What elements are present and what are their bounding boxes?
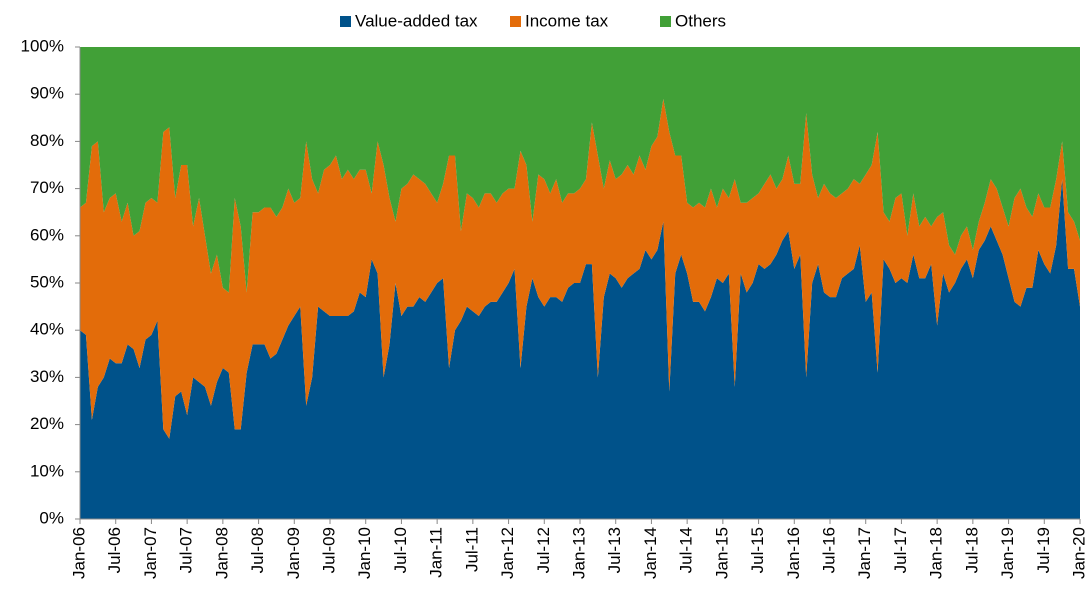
x-tick-label: Jul-06 — [105, 527, 124, 573]
y-tick-label: 70% — [30, 178, 64, 197]
x-tick-label: Jan-09 — [284, 527, 303, 579]
x-tick-label: Jan-12 — [498, 527, 517, 579]
legend-label: Income tax — [525, 11, 609, 30]
x-tick-label: Jul-15 — [748, 527, 767, 573]
x-tick-label: Jan-19 — [998, 527, 1017, 579]
y-tick-label: 20% — [30, 414, 64, 433]
area — [80, 98, 1080, 439]
y-tick-label: 80% — [30, 131, 64, 150]
y-tick-label: 40% — [30, 320, 64, 339]
x-tick-label: Jul-11 — [462, 527, 481, 572]
legend-label: Value-added tax — [355, 11, 478, 30]
y-tick-label: 50% — [30, 272, 64, 291]
x-tick-label: Jul-14 — [677, 527, 696, 573]
x-tick-label: Jan-06 — [69, 527, 88, 579]
x-tick-label: Jul-17 — [891, 527, 910, 573]
area — [80, 179, 1080, 519]
x-tick-label: Jul-08 — [248, 527, 267, 573]
x-tick-label: Jan-17 — [855, 527, 874, 579]
x-tick-label: Jul-09 — [319, 527, 338, 573]
legend-swatch — [660, 16, 671, 27]
x-tick-label: Jul-07 — [177, 527, 196, 573]
y-tick-label: 100% — [21, 36, 64, 55]
x-tick-label: Jan-14 — [641, 527, 660, 579]
x-tick-label: Jan-15 — [712, 527, 731, 579]
x-tick-label: Jul-10 — [391, 527, 410, 573]
x-tick-label: Jul-13 — [605, 527, 624, 573]
x-tick-label: Jan-20 — [1069, 527, 1087, 579]
legend-swatch — [340, 16, 351, 27]
x-tick-label: Jul-19 — [1034, 527, 1053, 573]
legend-swatch — [510, 16, 521, 27]
x-tick-label: Jul-16 — [819, 527, 838, 573]
y-tick-label: 10% — [30, 461, 64, 480]
x-tick-label: Jan-16 — [784, 527, 803, 579]
y-tick-label: 90% — [30, 84, 64, 103]
x-tick-label: Jul-12 — [534, 527, 553, 573]
y-tick-label: 0% — [39, 508, 64, 527]
x-tick-label: Jan-18 — [927, 527, 946, 579]
x-tick-label: Jan-08 — [212, 527, 231, 579]
y-tick-label: 30% — [30, 367, 64, 386]
x-tick-label: Jul-18 — [962, 527, 981, 573]
area — [80, 47, 1080, 293]
x-tick-label: Jan-07 — [141, 527, 160, 579]
y-tick-label: 60% — [30, 225, 64, 244]
x-tick-label: Jan-13 — [569, 527, 588, 579]
x-tick-label: Jan-10 — [355, 527, 374, 579]
legend-label: Others — [675, 11, 726, 30]
x-tick-label: Jan-11 — [427, 527, 446, 578]
